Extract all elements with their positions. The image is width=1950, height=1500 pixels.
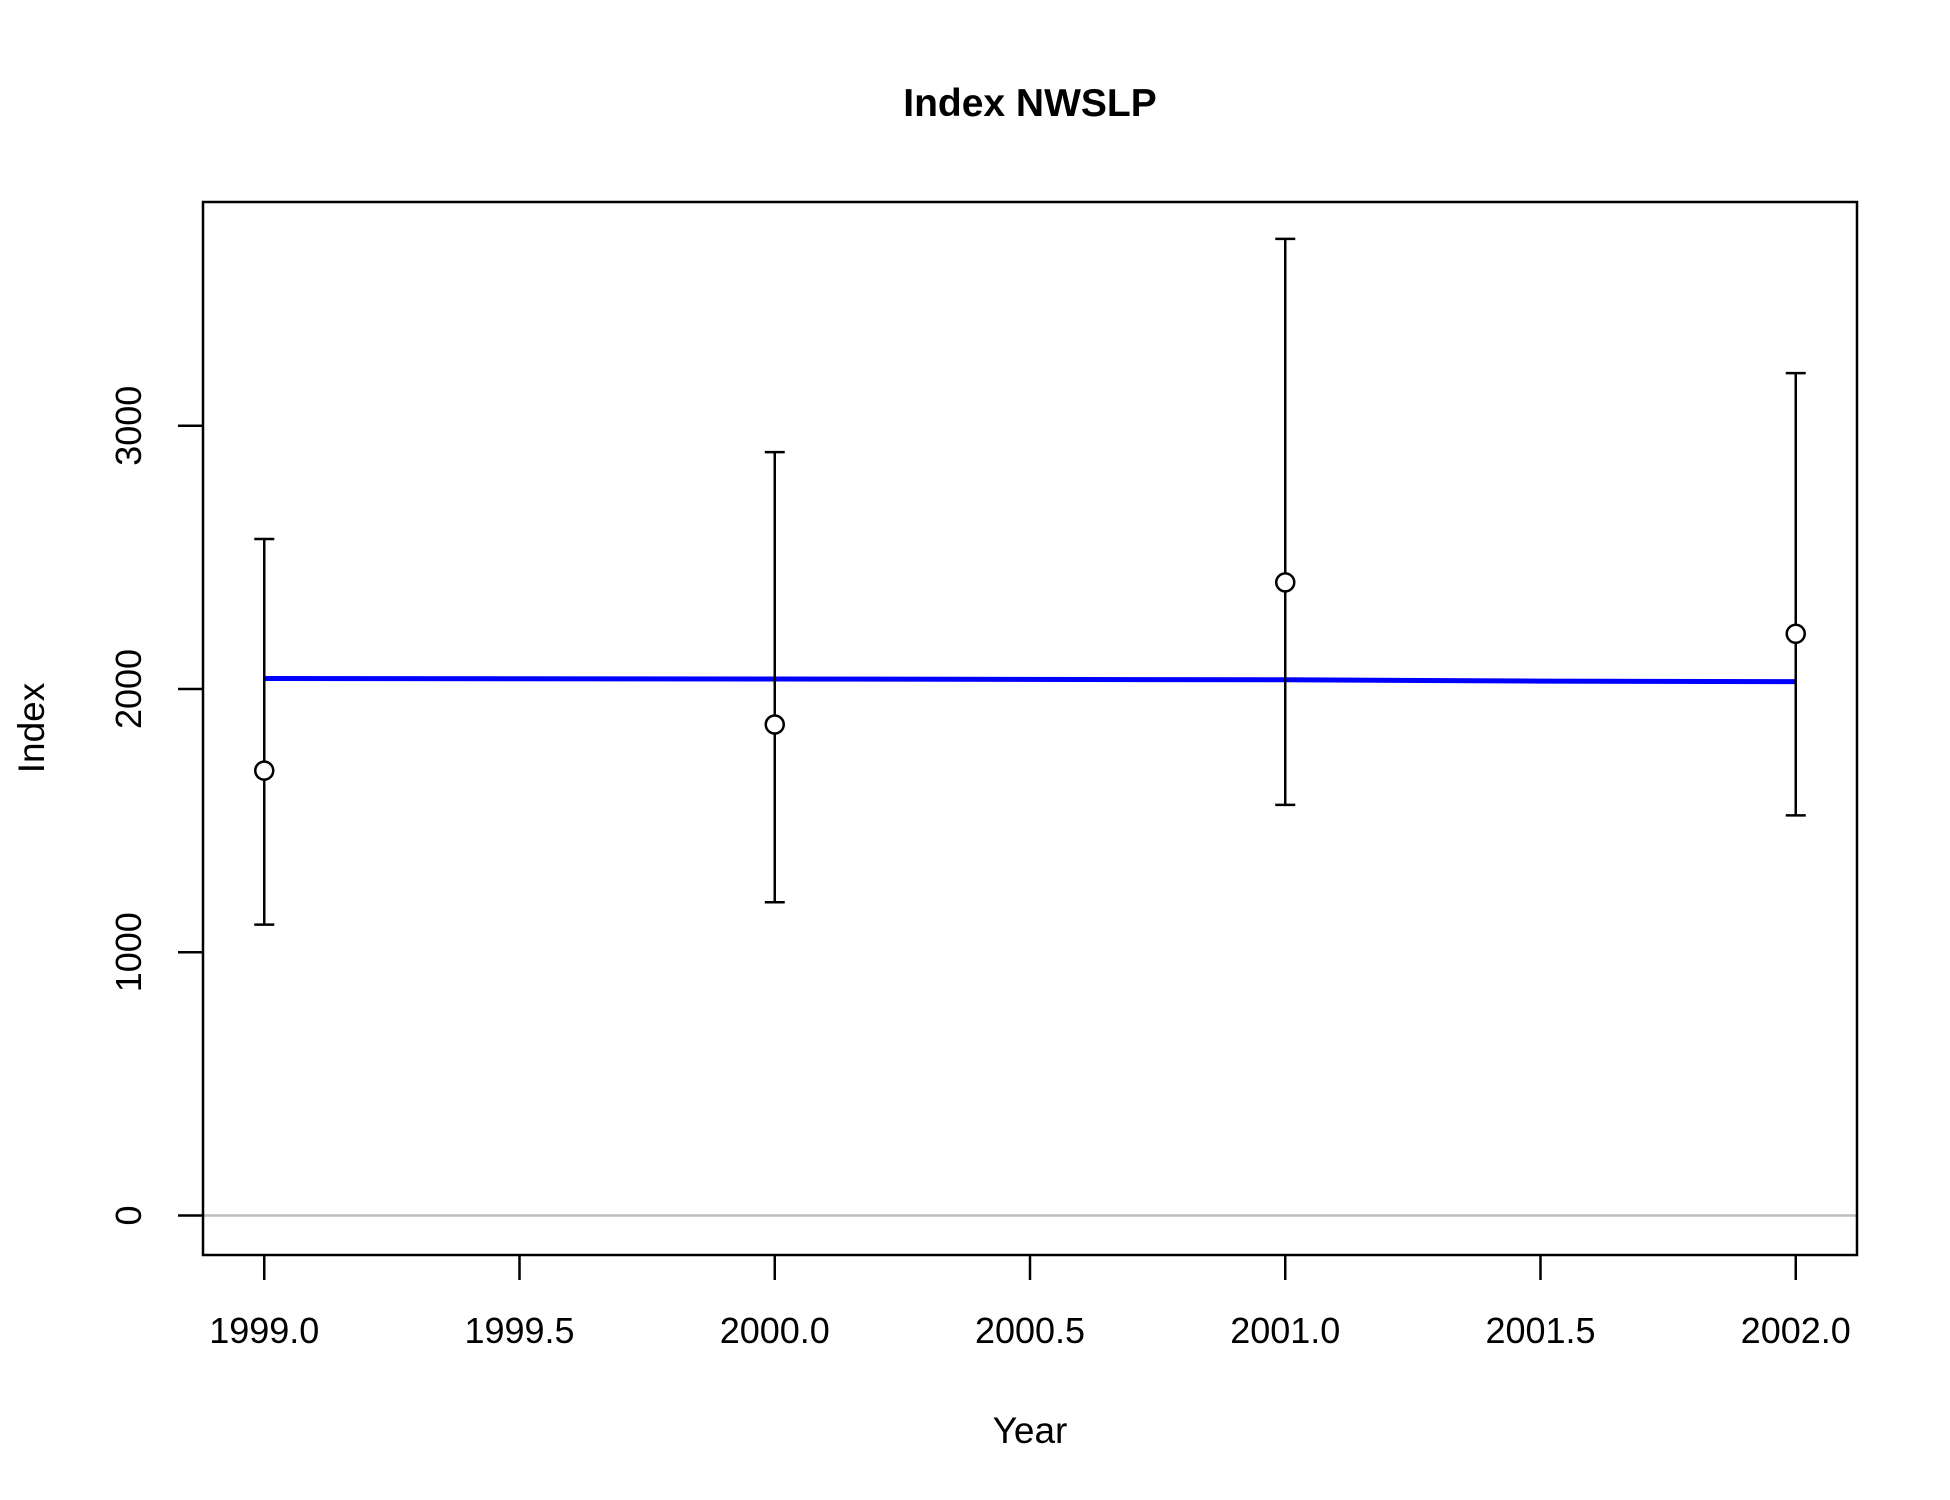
x-tick-label: 2000.0 [720,1310,830,1351]
x-tick-label: 2000.5 [975,1310,1085,1351]
observed-point [1274,572,1296,593]
x-axis-label: Year [993,1410,1068,1451]
y-tick-label: 3000 [108,386,149,466]
chart-title: Index NWSLP [903,82,1157,125]
observed-point [1785,623,1806,644]
plot-frame [201,200,1859,1257]
x-tick-label: 2002.0 [1741,1310,1851,1351]
fitted-line [264,675,1796,685]
x-tick-label: 1999.0 [209,1310,319,1351]
y-tick-label: 1000 [108,912,149,992]
y-tick-label: 2000 [108,649,149,729]
x-tick-label: 2001.5 [1485,1310,1595,1351]
observed-point [764,714,786,735]
x-tick-label: 2001.0 [1230,1310,1340,1351]
y-tick-label: 0 [108,1205,149,1225]
x-tick-label: 1999.5 [464,1310,574,1351]
observed-point [254,760,275,781]
y-axis-label: Index [11,682,52,773]
